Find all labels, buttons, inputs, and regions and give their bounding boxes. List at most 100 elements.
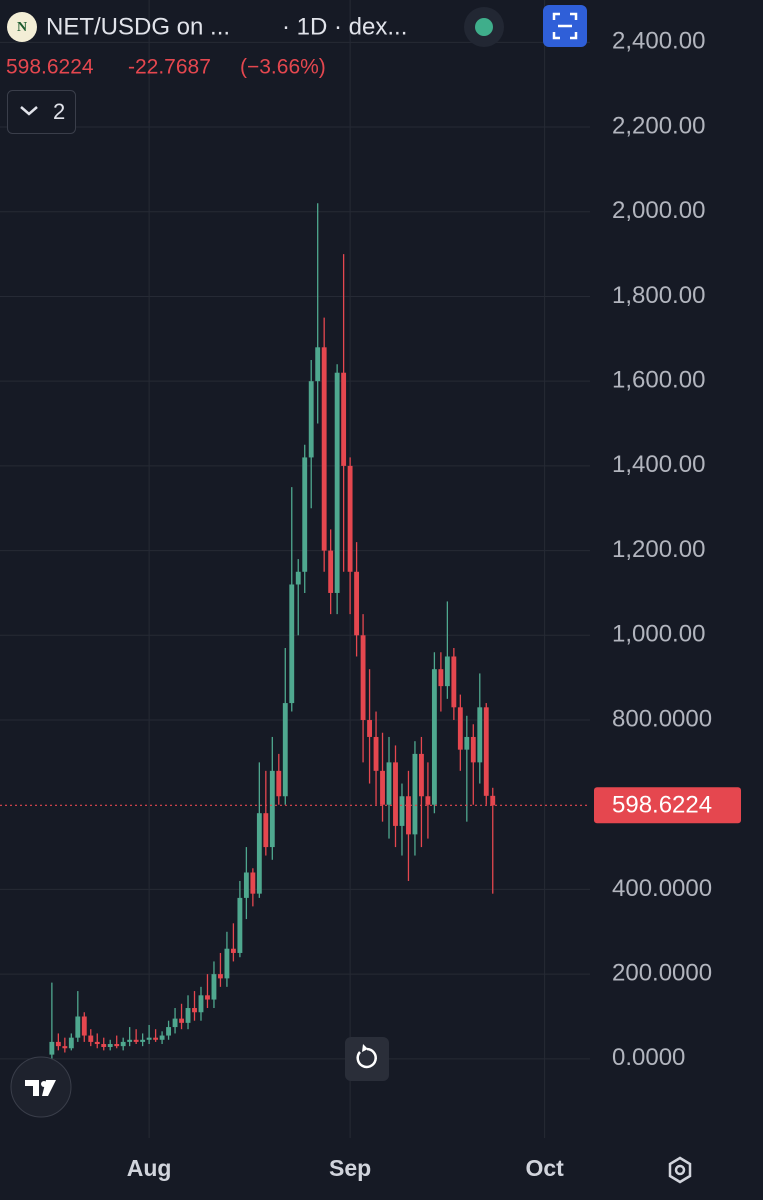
candle-body <box>328 550 334 593</box>
candle-body <box>295 571 301 585</box>
overlay: 0.0000 200.0000 400.0000 800.0000 1,000.00 1,… <box>0 28 741 1181</box>
indicators-count: 2 <box>53 99 65 124</box>
candle-body <box>62 1046 68 1049</box>
candle-body <box>464 736 470 750</box>
candle-body <box>166 1027 172 1036</box>
candles <box>49 203 496 1059</box>
candle-body <box>315 347 321 382</box>
settings-button[interactable] <box>668 1156 692 1184</box>
candle-body <box>101 1044 107 1047</box>
candle-body <box>438 669 444 687</box>
candle-body <box>490 795 496 806</box>
candle-body <box>451 656 457 708</box>
candle-body <box>224 948 230 979</box>
candle-body <box>133 1039 139 1042</box>
candle-body <box>159 1035 165 1040</box>
candle-body <box>367 720 372 737</box>
candle-body <box>483 707 489 796</box>
y-tick-label: 1,200.00 <box>612 536 705 563</box>
status-dot <box>475 18 493 36</box>
candle-body <box>153 1037 159 1040</box>
candle-body <box>282 703 288 797</box>
logo-glyph: N <box>17 20 27 35</box>
candle-body <box>477 707 483 763</box>
candle-body <box>334 372 340 593</box>
settings-icon <box>674 1164 686 1176</box>
y-tick-label: 2,000.00 <box>612 197 705 224</box>
tv-logo-mark <box>25 1080 56 1096</box>
last-price-tag <box>594 787 741 824</box>
candle-body <box>360 635 366 721</box>
x-tick-label: Oct <box>525 1155 564 1181</box>
y-tick-label: 2,400.00 <box>612 28 705 55</box>
candle-body <box>399 796 405 826</box>
candle-body <box>347 465 353 572</box>
candle-body <box>470 736 476 763</box>
interval[interactable]: · 1D · dex... <box>282 13 407 40</box>
candle-body <box>237 897 243 953</box>
candle-body <box>88 1035 94 1042</box>
candle-body <box>75 1016 81 1038</box>
y-tick-label: 200.0000 <box>612 959 712 986</box>
y-tick-label: 1,000.00 <box>612 621 705 648</box>
candle-body <box>418 753 424 797</box>
tv-logo-dot <box>41 1081 47 1087</box>
candle-body <box>444 656 450 687</box>
candle-body <box>412 753 418 835</box>
candle-body <box>302 457 308 572</box>
x-tick-label: Sep <box>329 1155 371 1181</box>
candle-body <box>192 1008 197 1013</box>
candle-body <box>341 372 347 466</box>
candle-body <box>230 948 236 953</box>
candle-body <box>354 571 360 636</box>
candle-body <box>380 770 385 805</box>
last-price-label: 598.6224 <box>612 792 712 819</box>
symbol-logo[interactable] <box>7 12 37 42</box>
candle-body <box>256 813 262 894</box>
candle-body <box>114 1044 120 1047</box>
candle-body <box>140 1039 146 1042</box>
candle-body <box>308 381 314 458</box>
candle-body <box>457 707 463 750</box>
legend-change: -22.7687 <box>128 56 211 79</box>
candle-body <box>263 813 269 848</box>
candle-body <box>431 669 437 805</box>
fullscreen-icon <box>552 12 578 40</box>
reset-button[interactable] <box>345 1037 389 1081</box>
candle-body <box>205 995 210 1000</box>
legend-change-pct: (−3.66%) <box>240 56 326 79</box>
legend-close: 598.6224 <box>6 56 94 79</box>
candle-body <box>120 1041 126 1047</box>
candle-body <box>179 1018 184 1023</box>
candle-body <box>425 796 431 805</box>
chevron <box>20 106 38 116</box>
x-tick-label: Aug <box>127 1155 172 1181</box>
y-tick-label: 1,400.00 <box>612 451 705 478</box>
candle-body <box>94 1041 100 1045</box>
symbol-title[interactable]: NET/USDG on ... <box>46 13 230 40</box>
candle-body <box>406 796 411 835</box>
y-tick-label: 2,200.00 <box>612 112 705 139</box>
candle-body <box>243 872 249 898</box>
candle-body <box>276 770 282 797</box>
y-tick-label: 1,800.00 <box>612 282 705 309</box>
candle-body <box>127 1039 133 1042</box>
candle-body <box>386 762 392 805</box>
reset-icon <box>356 1047 377 1069</box>
reset-arrow <box>362 1044 368 1052</box>
candle-body <box>146 1037 152 1040</box>
candle-body <box>269 770 275 848</box>
candle-body <box>289 584 295 704</box>
candle-body <box>321 347 327 551</box>
candle-body <box>49 1041 55 1055</box>
candle-body <box>107 1044 113 1047</box>
y-tick-label: 800.0000 <box>612 705 712 732</box>
candle-body <box>250 872 256 894</box>
indicators-toggle[interactable] <box>7 90 76 134</box>
y-tick-label: 400.0000 <box>612 875 712 902</box>
tv-logo[interactable] <box>10 1056 72 1118</box>
candle-body <box>218 974 223 979</box>
